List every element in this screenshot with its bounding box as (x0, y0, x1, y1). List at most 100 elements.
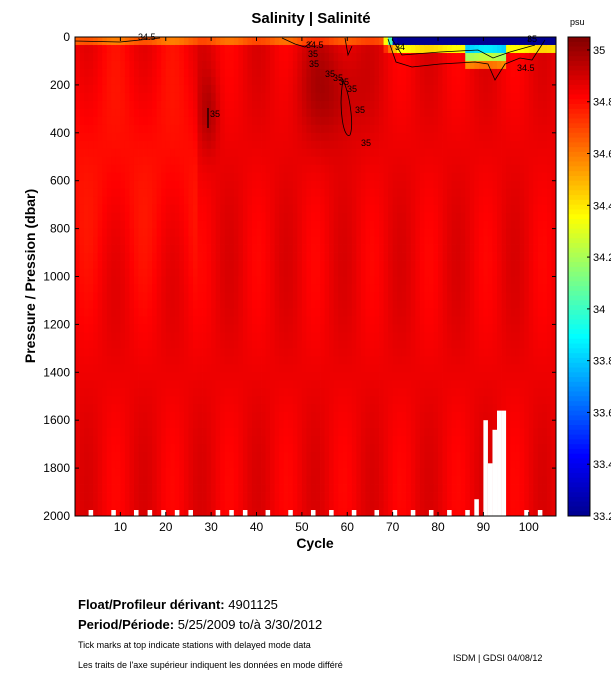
heatmap-cell (406, 68, 412, 78)
heatmap-cell (129, 148, 135, 158)
heatmap-cell (75, 380, 80, 389)
heatmap-cell (197, 132, 203, 142)
heatmap-cell (161, 164, 167, 174)
heatmap-cell (75, 172, 80, 182)
heatmap-cell (161, 220, 167, 229)
heatmap-cell (410, 268, 416, 277)
heatmap-cell (170, 404, 176, 413)
heatmap-cell (324, 180, 330, 190)
heatmap-cell (143, 324, 149, 333)
heatmap-cell (247, 428, 253, 437)
heatmap-cell (306, 44, 312, 54)
heatmap-cell (338, 196, 344, 206)
heatmap-cell (279, 196, 285, 206)
heatmap-cell (374, 372, 380, 381)
heatmap-cell (379, 372, 384, 381)
heatmap-cell (124, 180, 130, 190)
heatmap-cell (283, 196, 289, 206)
heatmap-cell (310, 340, 316, 349)
heatmap-cell (301, 508, 307, 517)
heatmap-cell (75, 436, 80, 445)
heatmap-cell (170, 476, 176, 485)
heatmap-cell (170, 372, 176, 381)
heatmap-cell (388, 460, 394, 469)
heatmap-cell (93, 356, 99, 365)
heatmap-cell (333, 52, 339, 62)
heatmap-cell (256, 500, 262, 509)
heatmap-cell (75, 220, 80, 229)
heatmap-cell (211, 68, 217, 78)
heatmap-cell (215, 140, 221, 150)
heatmap-cell (129, 404, 135, 413)
heatmap-cell (106, 100, 112, 110)
heatmap-cell (419, 332, 425, 341)
heatmap-cell (106, 308, 112, 317)
heatmap-cell (192, 68, 198, 78)
heatmap-cell (251, 236, 257, 245)
heatmap-cell (129, 140, 135, 150)
heatmap-cell (292, 212, 298, 222)
heatmap-cell (202, 268, 207, 277)
heatmap-cell (369, 212, 375, 222)
heatmap-cell (374, 156, 380, 166)
heatmap-cell (274, 52, 280, 62)
heatmap-cell (170, 356, 176, 365)
heatmap-cell (447, 100, 453, 110)
heatmap-cell (106, 244, 112, 253)
heatmap-cell (301, 44, 307, 54)
heatmap-cell (388, 140, 394, 150)
heatmap-cell (261, 276, 266, 285)
heatmap-cell (324, 228, 330, 237)
heatmap-cell (274, 124, 280, 134)
heatmap-cell (120, 316, 126, 325)
heatmap-cell (84, 268, 90, 277)
heatmap-cell (75, 140, 80, 150)
heatmap-cell (310, 228, 316, 237)
heatmap-cell (192, 180, 198, 190)
heatmap-cell (365, 228, 371, 237)
heatmap-cell (428, 68, 434, 78)
heatmap-cell (333, 196, 339, 206)
heatmap-cell (251, 100, 257, 110)
heatmap-cell (315, 476, 321, 485)
heatmap-cell (202, 452, 207, 461)
heatmap-cell (188, 100, 194, 110)
heatmap-cell (383, 388, 389, 397)
heatmap-cell (383, 148, 389, 158)
heatmap-cell (174, 380, 180, 389)
heatmap-cell (288, 444, 294, 453)
heatmap-cell (238, 444, 244, 453)
heatmap-cell (306, 508, 312, 517)
heatmap-cell (256, 452, 262, 461)
heatmap-cell (224, 220, 230, 229)
heatmap-cell (79, 284, 85, 293)
heatmap-cell (401, 380, 407, 389)
heatmap-cell (93, 52, 99, 62)
heatmap-cell (283, 492, 289, 501)
heatmap-cell (301, 100, 307, 110)
heatmap-cell (120, 188, 126, 198)
heatmap-cell (192, 148, 198, 158)
heatmap-cell (320, 332, 325, 341)
heatmap-cell (433, 404, 439, 413)
heatmap-cell (320, 388, 325, 397)
heatmap-cell (369, 204, 375, 214)
heatmap-cell (238, 220, 244, 229)
heatmap-cell (124, 228, 130, 237)
heatmap-cell (188, 500, 194, 509)
heatmap-cell (347, 484, 353, 493)
heatmap-cell (306, 292, 312, 301)
heatmap-cell (206, 284, 212, 293)
heatmap-cell (147, 188, 153, 198)
heatmap-cell (265, 172, 271, 182)
heatmap-cell (424, 212, 430, 222)
heatmap-cell (365, 340, 371, 349)
heatmap-cell (220, 268, 226, 277)
heatmap-cell (438, 364, 443, 373)
heatmap-cell (410, 148, 416, 158)
heatmap-cell (270, 172, 276, 182)
heatmap-cell (247, 388, 253, 397)
heatmap-cell (88, 284, 94, 293)
heatmap-cell (143, 396, 149, 405)
heatmap-cell (242, 68, 248, 78)
